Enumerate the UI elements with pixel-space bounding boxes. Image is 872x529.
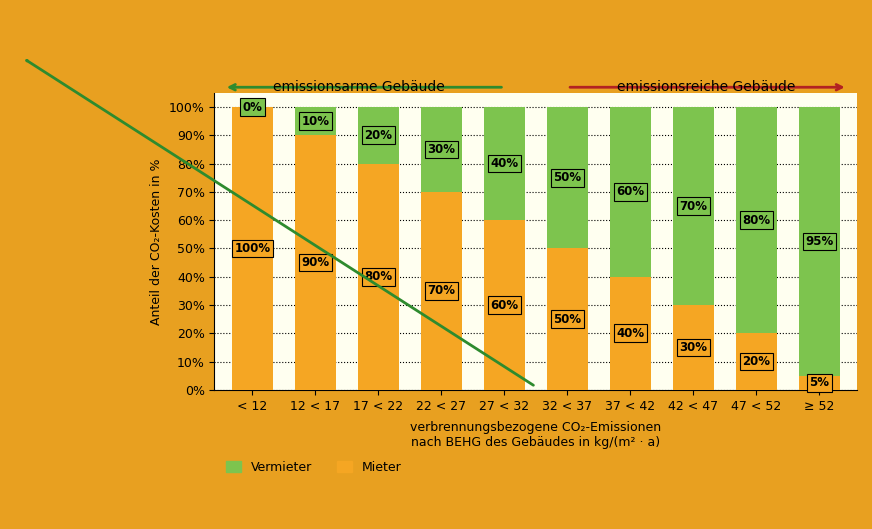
Bar bbox=[295, 107, 336, 135]
Text: 90%: 90% bbox=[301, 256, 330, 269]
Bar bbox=[547, 107, 588, 249]
Bar bbox=[673, 107, 713, 305]
Text: emissionsreiche Gebäude: emissionsreiche Gebäude bbox=[617, 80, 795, 94]
Text: 30%: 30% bbox=[427, 143, 455, 156]
Bar bbox=[610, 107, 651, 277]
Text: 40%: 40% bbox=[617, 327, 644, 340]
Bar bbox=[421, 192, 462, 390]
Bar bbox=[736, 333, 777, 390]
Bar bbox=[484, 220, 525, 390]
Text: 30%: 30% bbox=[679, 341, 707, 354]
Bar bbox=[547, 249, 588, 390]
Text: 70%: 70% bbox=[427, 285, 455, 297]
Bar bbox=[358, 107, 399, 163]
Text: 60%: 60% bbox=[617, 185, 644, 198]
Bar bbox=[358, 163, 399, 390]
Text: 80%: 80% bbox=[364, 270, 392, 283]
Bar bbox=[295, 135, 336, 390]
Text: 0%: 0% bbox=[242, 101, 262, 114]
Y-axis label: Anteil der CO₂-Kosten in %: Anteil der CO₂-Kosten in % bbox=[150, 158, 163, 325]
Bar bbox=[484, 107, 525, 220]
Text: 40%: 40% bbox=[490, 157, 518, 170]
Text: 70%: 70% bbox=[679, 199, 707, 213]
Text: 20%: 20% bbox=[364, 129, 392, 142]
Bar bbox=[232, 107, 273, 390]
Bar bbox=[421, 107, 462, 192]
Text: 50%: 50% bbox=[553, 171, 582, 184]
Text: 80%: 80% bbox=[742, 214, 770, 227]
Text: emissionsarme Gebäude: emissionsarme Gebäude bbox=[274, 80, 446, 94]
Legend: Vermieter, Mieter: Vermieter, Mieter bbox=[221, 455, 406, 479]
Text: 95%: 95% bbox=[805, 235, 834, 248]
Bar bbox=[610, 277, 651, 390]
Text: 5%: 5% bbox=[809, 376, 829, 389]
Text: 100%: 100% bbox=[235, 242, 270, 255]
Bar bbox=[799, 376, 840, 390]
Text: 20%: 20% bbox=[742, 355, 770, 368]
Text: 10%: 10% bbox=[301, 115, 330, 127]
Bar bbox=[736, 107, 777, 333]
Text: 50%: 50% bbox=[553, 313, 582, 326]
Bar bbox=[799, 107, 840, 376]
Bar bbox=[673, 305, 713, 390]
Text: 60%: 60% bbox=[490, 298, 518, 312]
X-axis label: verbrennungsbezogene CO₂-Emissionen
nach BEHG des Gebäudes in kg/(m² · a): verbrennungsbezogene CO₂-Emissionen nach… bbox=[410, 421, 661, 449]
